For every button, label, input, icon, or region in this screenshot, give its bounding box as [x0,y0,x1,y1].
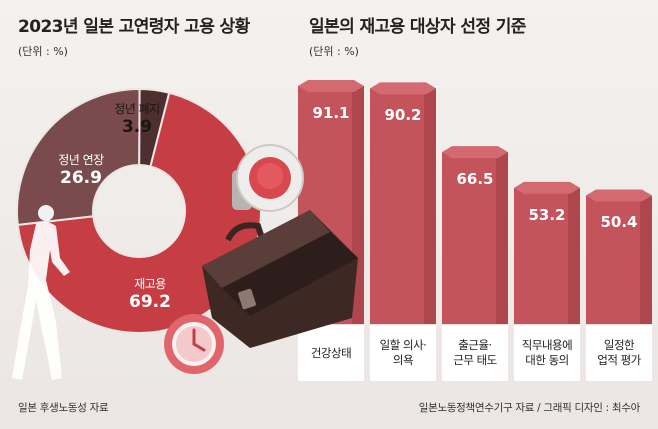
bar-willingness [370,82,436,326]
category-label: 출근율· 근무 태도 [453,338,497,367]
bar-performance [586,189,652,325]
slice-retirement-abolished [138,87,171,168]
slice-retirement-extension [16,88,141,227]
slice-name: 정년 연장 [58,153,104,167]
slice-name: 재고용 [134,277,166,291]
left-source-credit: 일본 후생노동성 자료 [18,402,109,414]
category-attendance: 출근율· 근무 태도 [442,324,508,381]
category-label: 건강상태 [310,345,352,360]
bar-value-job-agreement: 53.2 [528,205,566,224]
category-performance: 일정한 업적 평가 [586,324,652,381]
slice-name: 정년 폐지 [114,102,160,116]
slice-value: 3.9 [121,117,153,137]
bar-value-attendance: 66.5 [456,170,494,189]
category-willingness: 일할 의사· 의욕 [370,324,436,381]
left-chart-title: 2023년 일본 고연령자 고용 상황 [18,17,250,37]
bar-value-performance: 50.4 [600,213,638,232]
slice-label-retirement-abolished: 정년 폐지 3.9 [97,100,177,137]
bar-value-willingness: 90.2 [384,106,422,125]
category-label: 직무내용에 대한 동의 [521,338,573,367]
right-chart-title: 일본의 재고용 대상자 선정 기준 [309,17,526,37]
category-job-agreement: 직무내용에 대한 동의 [514,324,580,381]
bar-value-health: 91.1 [312,104,350,122]
slice-label-retirement-extension: 정년 연장 26.9 [38,151,124,188]
slice-value: 26.9 [60,168,102,188]
bar-job-agreement [514,181,580,325]
category-label: 일할 의사· 의욕 [379,338,427,367]
right-chart-unit: (단위 : %) [309,45,359,58]
bar-attendance [442,146,508,325]
right-source-credit: 일본노동정책연수기구 자료 / 그래픽 디자인 : 최수아 [418,402,641,414]
slice-label-reemployment: 재고용 69.2 [120,275,180,312]
category-label: 일정한 업적 평가 [597,338,641,367]
slice-value: 69.2 [129,292,171,312]
category-health: 건강상태 [298,324,364,381]
left-chart-unit: (단위 : %) [18,45,68,58]
